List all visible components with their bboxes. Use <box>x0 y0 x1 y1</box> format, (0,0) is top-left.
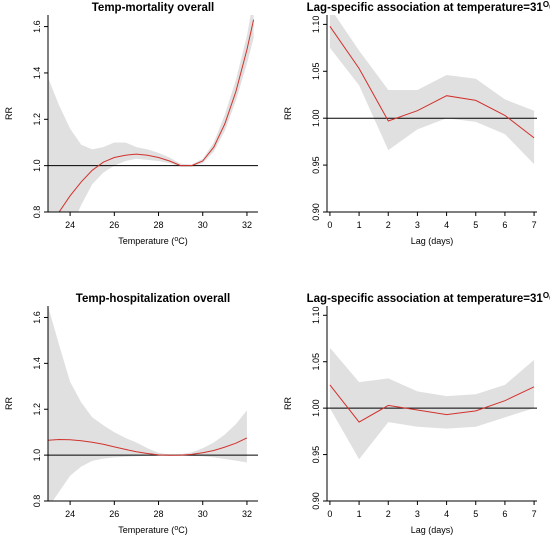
y-axis-label: RR <box>283 397 293 410</box>
x-tick-label: 26 <box>109 509 119 519</box>
x-tick-label: 6 <box>502 509 507 519</box>
y-tick-label: 1.05 <box>311 63 321 81</box>
y-tick-label: 1.10 <box>311 16 321 34</box>
x-tick-label: 32 <box>242 509 252 519</box>
y-tick-label: 1.2 <box>32 403 42 416</box>
y-tick-label: 0.8 <box>32 206 42 219</box>
confidence-band <box>48 15 254 212</box>
chart-title: Temp-hospitalization overall <box>76 293 230 305</box>
y-tick-label: 0.90 <box>311 492 321 510</box>
y-tick-label: 1.00 <box>311 109 321 127</box>
chart-panel-0: 0.8 1.0 1.2 1.4 1.6 24 26 28 30 32 Temp-mortality … <box>4 2 258 246</box>
confidence-band <box>48 306 247 501</box>
chart-title: Lag-specific association at temperature=… <box>307 291 550 305</box>
y-tick-label: 1.4 <box>32 67 42 80</box>
x-tick-label: 28 <box>154 220 164 230</box>
x-axis-label: Lag (days) <box>411 525 454 535</box>
chart-panel-2: 0.8 1.0 1.2 1.4 1.6 24 26 28 30 32 Temp-hospitaliz… <box>4 293 258 535</box>
x-tick-label: 5 <box>473 509 478 519</box>
y-tick-label: 1.0 <box>32 159 42 172</box>
chart-panel-1: 0.90 0.95 1.00 1.05 1.10 0 1 2 3 4 5 6 7 Lag-specific… <box>283 0 550 246</box>
y-tick-label: 0.95 <box>311 446 321 464</box>
chart-title: Temp-mortality overall <box>92 2 215 14</box>
x-tick-label: 28 <box>154 509 164 519</box>
chart-panel-3: 0.90 0.95 1.00 1.05 1.10 0 1 2 3 4 5 6 7 Lag-specific… <box>283 291 550 535</box>
y-axis-label: RR <box>283 107 293 120</box>
y-tick-label: 1.4 <box>32 357 42 370</box>
x-tick-label: 0 <box>327 509 332 519</box>
y-axis-label: RR <box>4 397 14 410</box>
x-tick-label: 1 <box>357 220 362 230</box>
y-tick-label: 1.10 <box>311 307 321 325</box>
x-axis-label: Lag (days) <box>411 236 454 246</box>
rr-curve <box>329 26 535 139</box>
x-tick-label: 1 <box>357 509 362 519</box>
x-tick-label: 24 <box>65 220 75 230</box>
x-axis-label: Temperature (oC) <box>118 525 187 535</box>
x-tick-label: 2 <box>386 220 391 230</box>
x-tick-label: 4 <box>444 509 449 519</box>
chart-title: Lag-specific association at temperature=… <box>307 0 550 14</box>
rr-curve <box>48 437 248 456</box>
x-tick-label: 6 <box>502 220 507 230</box>
x-tick-label: 7 <box>532 220 537 230</box>
x-tick-label: 3 <box>415 509 420 519</box>
confidence-band <box>329 15 535 165</box>
y-tick-label: 1.05 <box>311 353 321 371</box>
x-tick-label: 4 <box>444 220 449 230</box>
x-tick-label: 24 <box>65 509 75 519</box>
y-tick-label: 0.95 <box>311 156 321 174</box>
rr-curve <box>58 19 255 212</box>
y-axis-label: RR <box>4 107 14 120</box>
x-tick-label: 5 <box>473 220 478 230</box>
rr-curve <box>329 384 535 423</box>
y-tick-label: 0.90 <box>311 203 321 221</box>
y-tick-label: 1.00 <box>311 399 321 417</box>
y-tick-label: 1.2 <box>32 113 42 126</box>
y-tick-label: 1.6 <box>32 311 42 324</box>
x-tick-label: 7 <box>532 509 537 519</box>
x-tick-label: 32 <box>242 220 252 230</box>
x-tick-label: 26 <box>109 220 119 230</box>
y-tick-label: 0.8 <box>32 495 42 508</box>
x-axis-label: Temperature (oC) <box>118 236 187 246</box>
y-tick-label: 1.6 <box>32 20 42 33</box>
x-tick-label: 0 <box>327 220 332 230</box>
x-tick-label: 30 <box>198 509 208 519</box>
x-tick-label: 3 <box>415 220 420 230</box>
y-tick-label: 1.0 <box>32 449 42 462</box>
x-tick-label: 2 <box>386 509 391 519</box>
x-tick-label: 30 <box>198 220 208 230</box>
confidence-band <box>329 347 535 460</box>
